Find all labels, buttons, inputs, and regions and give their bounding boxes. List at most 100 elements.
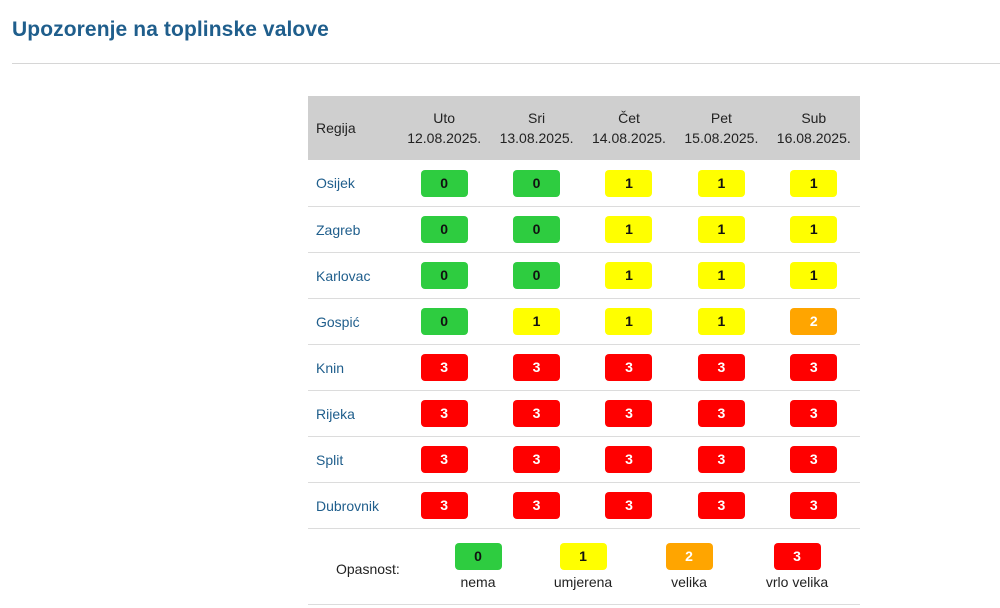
warning-level-badge: 1	[697, 262, 745, 289]
day-name: Pet	[710, 110, 732, 126]
warning-level-badge: 3	[697, 354, 745, 381]
level-cell: 1	[582, 252, 676, 299]
legend-level-badge: 3	[773, 543, 821, 570]
region-cell[interactable]: Karlovac	[308, 252, 398, 299]
level-cell: 1	[675, 160, 768, 207]
level-cell: 1	[582, 298, 676, 345]
region-cell[interactable]: Zagreb	[308, 206, 398, 253]
level-cell: 3	[582, 390, 676, 437]
legend-level-text: umjerena	[553, 574, 613, 590]
region-link-dubrovnik[interactable]: Dubrovnik	[316, 497, 380, 514]
level-cell: 1	[582, 160, 676, 207]
warning-level-badge: 2	[790, 308, 838, 335]
region-link-split[interactable]: Split	[316, 451, 344, 468]
legend: Opasnost: 0 nema 1 umjerena 2 velika 3	[308, 528, 860, 605]
level-cell: 1	[582, 206, 676, 253]
warning-level-badge: 0	[420, 308, 468, 335]
warning-level-badge: 3	[605, 446, 653, 473]
level-cell: 1	[767, 206, 860, 253]
warning-level-badge: 3	[697, 446, 745, 473]
table-row: Osijek 0 0 1 1 1	[308, 160, 860, 207]
table-header-row: Regija Uto 12.08.2025. Sri 13.08.2025. Čet…	[308, 96, 860, 160]
legend-level-text: velika	[671, 574, 707, 590]
region-cell[interactable]: Rijeka	[308, 390, 398, 437]
warning-level-badge: 1	[605, 216, 653, 243]
level-cell: 3	[398, 390, 491, 437]
level-cell: 3	[582, 482, 676, 529]
warning-level-badge: 3	[605, 492, 653, 519]
heatwave-warning-table: Regija Uto 12.08.2025. Sri 13.08.2025. Čet…	[308, 96, 860, 605]
level-cell: 3	[398, 344, 491, 391]
region-link-rijeka[interactable]: Rijeka	[316, 405, 355, 422]
level-cell: 3	[675, 482, 768, 529]
legend-item-velika: 2 velika	[634, 543, 744, 590]
warning-level-badge: 1	[513, 308, 561, 335]
page-title: Upozorenje na toplinske valove	[12, 18, 329, 41]
table-row: Rijeka 3 3 3 3 3	[308, 390, 860, 437]
day-date: 16.08.2025.	[776, 130, 851, 146]
level-cell: 3	[675, 344, 768, 391]
region-link-gospic[interactable]: Gospić	[316, 313, 360, 330]
region-cell[interactable]: Dubrovnik	[308, 482, 398, 529]
level-cell: 0	[490, 252, 583, 299]
warning-level-badge: 3	[420, 492, 468, 519]
level-cell: 3	[398, 482, 491, 529]
region-link-zagreb[interactable]: Zagreb	[316, 221, 361, 238]
region-cell[interactable]: Gospić	[308, 298, 398, 345]
warning-level-badge: 3	[790, 354, 838, 381]
warning-level-badge: 3	[420, 354, 468, 381]
legend-level-text: vrlo velika	[765, 574, 829, 590]
region-cell[interactable]: Osijek	[308, 160, 398, 207]
legend-row: Opasnost: 0 nema 1 umjerena 2 velika 3	[308, 528, 860, 605]
day-column-header: Sri 13.08.2025.	[490, 96, 583, 160]
warning-level-badge: 3	[697, 492, 745, 519]
day-column-header: Čet 14.08.2025.	[582, 96, 676, 160]
region-cell[interactable]: Split	[308, 436, 398, 483]
warning-level-badge: 3	[605, 400, 653, 427]
region-link-karlovac[interactable]: Karlovac	[316, 267, 371, 284]
warning-level-badge: 1	[697, 308, 745, 335]
warning-level-badge: 3	[605, 354, 653, 381]
warning-level-badge: 1	[697, 216, 745, 243]
warning-level-badge: 0	[420, 216, 468, 243]
warning-level-badge: 3	[513, 400, 561, 427]
title-divider	[12, 63, 1000, 64]
level-cell: 3	[398, 436, 491, 483]
table-row: Zagreb 0 0 1 1 1	[308, 206, 860, 253]
legend-level-badge: 2	[665, 543, 713, 570]
level-cell: 3	[767, 482, 860, 529]
warning-level-badge: 3	[790, 492, 838, 519]
region-link-knin[interactable]: Knin	[316, 359, 345, 376]
warning-level-badge: 3	[513, 354, 561, 381]
warning-level-badge: 1	[697, 169, 745, 197]
level-cell: 3	[675, 390, 768, 437]
level-cell: 1	[675, 252, 768, 299]
legend-level-badge: 1	[559, 543, 607, 570]
level-cell: 0	[398, 298, 491, 345]
level-cell: 0	[490, 160, 583, 207]
warning-level-badge: 0	[513, 216, 561, 243]
level-cell: 3	[490, 482, 583, 529]
table-row: Dubrovnik 3 3 3 3 3	[308, 482, 860, 529]
day-column-header: Uto 12.08.2025.	[398, 96, 491, 160]
day-column-header: Pet 15.08.2025.	[675, 96, 768, 160]
warning-level-badge: 3	[513, 446, 561, 473]
warning-level-badge: 0	[420, 169, 468, 197]
warning-level-badge: 1	[790, 262, 838, 289]
table-row: Gospić 0 1 1 1 2	[308, 298, 860, 345]
legend-item-umjerena: 1 umjerena	[528, 543, 638, 590]
level-cell: 3	[582, 344, 676, 391]
legend-level-text: nema	[460, 574, 496, 590]
level-cell: 3	[490, 436, 583, 483]
region-link-osijek[interactable]: Osijek	[316, 175, 355, 191]
region-column-header: Regija	[308, 96, 398, 160]
day-date: 14.08.2025.	[591, 130, 666, 146]
region-cell[interactable]: Knin	[308, 344, 398, 391]
legend-level-badge: 0	[454, 543, 502, 570]
level-cell: 3	[582, 436, 676, 483]
day-name: Sri	[528, 110, 546, 126]
level-cell: 1	[767, 252, 860, 299]
level-cell: 0	[398, 160, 491, 207]
level-cell: 3	[767, 390, 860, 437]
level-cell: 0	[398, 206, 491, 253]
